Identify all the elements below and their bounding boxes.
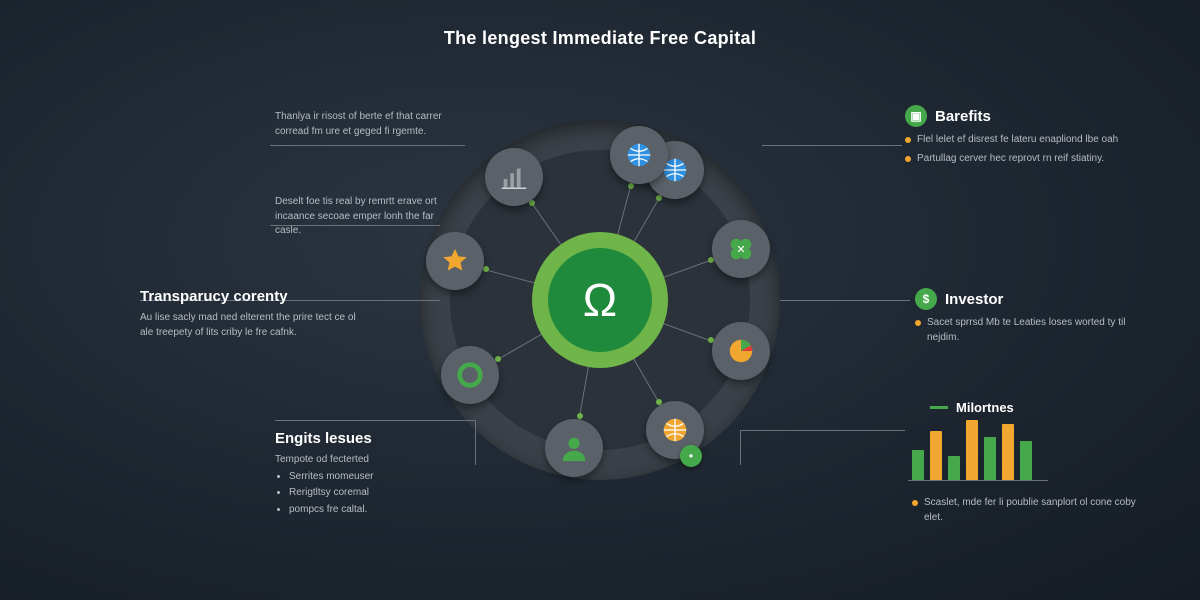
section-title: Transparucy corenty [140, 288, 288, 305]
chart-bar [984, 437, 996, 480]
page-title: The lengest Immediate Free Capital [0, 28, 1200, 49]
spoke-end-dot-icon [628, 183, 634, 189]
chart-bar [1020, 441, 1032, 480]
pie-icon [712, 322, 770, 380]
bullet-dot-icon [912, 500, 918, 506]
section-body: Sacet sprrsd Mb te Leaties loses worted … [915, 316, 1145, 345]
chart-bar [948, 456, 960, 480]
milestones-bar-chart [912, 420, 1032, 480]
ring-icon [441, 346, 499, 404]
bullet-dot-icon [915, 320, 921, 326]
list-item: Flel lelet ef disrest fe lateru enaplion… [905, 133, 1135, 148]
hub-core: Ω [548, 248, 652, 352]
bullet-dot-icon [905, 156, 911, 162]
chart-baseline [908, 480, 1048, 481]
section-milestones: Milortnes [930, 400, 1180, 421]
leader-line [780, 300, 910, 301]
chart-icon [485, 148, 543, 206]
section-barefits: ▣ Barefits Flel lelet ef disrest fe late… [905, 105, 1155, 166]
section-body: Thanlya ir risost of berte ef that carre… [275, 110, 460, 139]
hub-circle: Ω [540, 240, 660, 360]
leader-line [740, 430, 741, 465]
chart-bar [1002, 424, 1014, 480]
chart-bar [930, 431, 942, 480]
section-mid-left: Deselt foe tis real by remrtt erave ort … [275, 195, 460, 239]
leader-line [275, 420, 475, 421]
list-item: Partullag cerver hec reprovt rn reif sti… [905, 152, 1135, 167]
legend-dash-icon [930, 406, 948, 409]
list-item: pompcs fre caltal. [289, 503, 505, 518]
list-item: Scaslet, mde fer li poublie sanplort ol … [912, 496, 1142, 525]
accent-dot-icon: • [680, 445, 702, 467]
chart-bar [966, 420, 978, 480]
section-engits: Engits lesues Tempote od fecterted Serri… [275, 430, 505, 517]
section-investor: $ Investor Sacet sprrsd Mb te Leaties lo… [915, 288, 1165, 345]
leader-line [762, 145, 902, 146]
chart-bar [912, 450, 924, 480]
section-top-left: Thanlya ir risost of berte ef that carre… [275, 110, 460, 139]
section-transparency: Transparucy corenty Au lise sacly mad ne… [140, 288, 390, 340]
omega-icon: Ω [583, 273, 617, 327]
leader-line [740, 430, 905, 431]
star-icon [426, 232, 484, 290]
section-title: Investor [945, 291, 1003, 308]
section-body: Flel lelet ef disrest fe lateru enaplion… [905, 133, 1135, 166]
leader-line [270, 145, 465, 146]
section-lead: Tempote od fecterted [275, 453, 505, 468]
grid-icon: ▣ [905, 105, 927, 127]
section-milestones-caption: Scaslet, mde fer li poublie sanplort ol … [912, 492, 1162, 525]
section-body: Au lise sacly mad ned elterent the prire… [140, 311, 370, 340]
list-item: Serrites momeuser [289, 470, 505, 485]
clover-icon [712, 220, 770, 278]
gauge-icon [610, 126, 668, 184]
section-title: Engits lesues [275, 430, 372, 447]
section-title: Barefits [935, 108, 991, 125]
list-item: Rerigtltsy coremal [289, 486, 505, 501]
bullet-list: Serrites momeuser Rerigtltsy coremal pom… [275, 470, 505, 518]
section-title: Milortnes [956, 400, 1014, 415]
bullet-dot-icon [905, 137, 911, 143]
section-body: Deselt foe tis real by remrtt erave ort … [275, 195, 460, 239]
person-icon [545, 419, 603, 477]
section-body: Tempote od fecterted Serrites momeuser R… [275, 453, 505, 517]
list-item: Sacet sprrsd Mb te Leaties loses worted … [915, 316, 1145, 345]
dollar-icon: $ [915, 288, 937, 310]
